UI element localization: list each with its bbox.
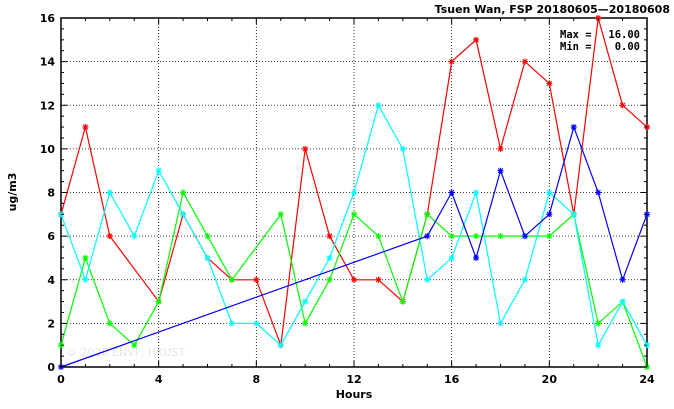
data-point xyxy=(82,124,89,131)
series-line-2 xyxy=(60,190,648,368)
data-point xyxy=(619,276,626,283)
y-tick-label: 8 xyxy=(47,187,55,200)
x-tick-label: 16 xyxy=(444,373,460,386)
series-line-1 xyxy=(60,17,648,346)
y-tick-label: 2 xyxy=(47,317,55,330)
data-point xyxy=(326,276,333,283)
x-tick-label: 12 xyxy=(346,373,361,386)
data-point xyxy=(473,189,480,196)
data-point xyxy=(546,189,553,196)
y-tick-label: 16 xyxy=(40,12,56,25)
data-point xyxy=(399,298,406,305)
data-point xyxy=(570,124,577,131)
data-point xyxy=(131,342,138,349)
data-point xyxy=(155,298,162,305)
data-point xyxy=(473,36,480,43)
data-point xyxy=(546,80,553,87)
data-point xyxy=(619,102,626,109)
data-point xyxy=(180,211,187,218)
data-point xyxy=(399,145,406,152)
max-label: Max = xyxy=(560,29,592,41)
y-tick-label: 6 xyxy=(47,230,55,243)
data-point xyxy=(424,233,431,240)
data-point xyxy=(375,233,382,240)
data-point xyxy=(228,276,235,283)
min-value: 0.00 xyxy=(615,41,640,53)
data-point xyxy=(595,320,602,327)
x-tick-label: 4 xyxy=(155,373,163,386)
data-point xyxy=(106,320,113,327)
x-axis-label: Hours xyxy=(336,388,373,401)
data-point xyxy=(106,189,113,196)
data-point xyxy=(106,233,113,240)
data-point xyxy=(448,233,455,240)
x-tick-label: 8 xyxy=(253,373,261,386)
x-tick-label: 0 xyxy=(57,373,65,386)
data-point xyxy=(448,58,455,65)
data-point xyxy=(155,167,162,174)
series-layer xyxy=(58,15,650,370)
data-point xyxy=(595,342,602,349)
data-point xyxy=(253,276,260,283)
data-point xyxy=(351,276,357,283)
data-point xyxy=(326,254,333,261)
data-point xyxy=(302,298,309,305)
data-point xyxy=(521,58,528,65)
data-point xyxy=(302,145,309,152)
data-point xyxy=(497,145,504,152)
data-point xyxy=(204,233,211,240)
min-label: Min = xyxy=(560,41,592,53)
x-tick-label: 20 xyxy=(542,373,558,386)
data-point xyxy=(448,254,455,261)
y-tick-label: 0 xyxy=(47,361,55,374)
y-tick-label: 12 xyxy=(40,99,55,112)
data-point xyxy=(326,233,333,240)
data-point xyxy=(228,320,235,327)
data-point xyxy=(570,211,577,218)
y-tick-label: 14 xyxy=(40,56,56,69)
data-point xyxy=(473,233,480,240)
data-point xyxy=(595,189,602,196)
data-point xyxy=(351,211,357,218)
data-point xyxy=(302,320,309,327)
data-point xyxy=(497,167,504,174)
data-point xyxy=(546,233,553,240)
max-value: 16.00 xyxy=(608,29,640,41)
data-point xyxy=(131,233,138,240)
data-point xyxy=(521,233,528,240)
data-point xyxy=(375,102,382,109)
chart-title: Tsuen Wan, FSP 20180605—20180608 xyxy=(435,3,670,16)
x-tick-label: 24 xyxy=(639,373,655,386)
data-point xyxy=(180,189,187,196)
data-point xyxy=(619,298,626,305)
data-point xyxy=(82,276,89,283)
data-point xyxy=(253,320,260,327)
data-point xyxy=(375,276,382,283)
data-point xyxy=(277,211,284,218)
y-tick-label: 10 xyxy=(40,143,56,156)
data-point xyxy=(521,276,528,283)
series-line-4 xyxy=(60,125,648,368)
data-point xyxy=(546,211,553,218)
y-axis-label: ug/m3 xyxy=(6,173,19,212)
data-point xyxy=(473,254,480,261)
data-point xyxy=(424,211,431,218)
y-tick-label: 4 xyxy=(47,274,55,287)
watermark: © 2020 ENVF, HKUST xyxy=(66,346,185,359)
data-point xyxy=(424,276,431,283)
data-point xyxy=(448,189,455,196)
data-point xyxy=(204,254,211,261)
data-point xyxy=(351,189,357,196)
data-point xyxy=(497,320,504,327)
data-point xyxy=(82,254,89,261)
data-point xyxy=(497,233,504,240)
data-point xyxy=(277,342,284,349)
